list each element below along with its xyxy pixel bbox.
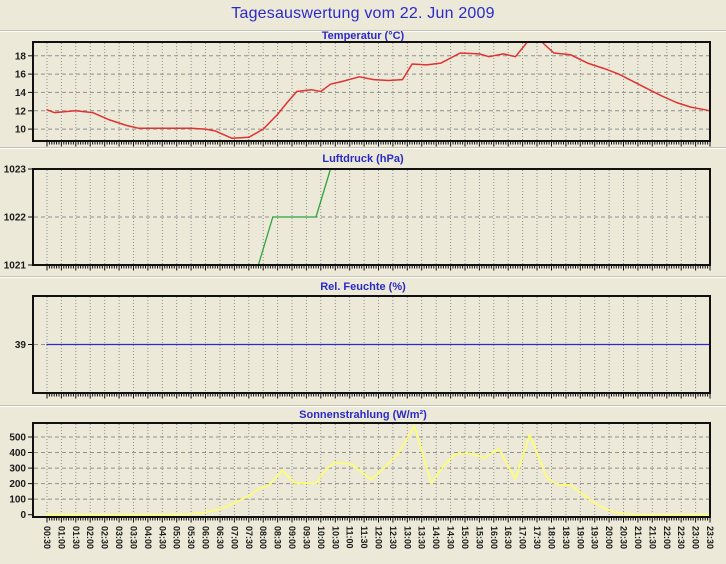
svg-text:17:30: 17:30 [532,526,542,549]
pressure-gridlines [34,170,711,264]
temperature-frame [32,41,711,142]
svg-text:01:30: 01:30 [71,526,81,549]
pressure-y-labels: 1021 1022 1023 [4,165,32,272]
svg-text:19:00: 19:00 [575,526,585,549]
svg-text:09:30: 09:30 [301,526,311,549]
page-title: Tagesauswertung vom 22. Jun 2009 [231,5,495,22]
humidity-x-ticks [46,394,711,399]
svg-text:05:30: 05:30 [186,526,196,549]
temperature-x-ticks [46,142,711,147]
svg-text:16: 16 [15,70,27,81]
svg-text:14: 14 [15,88,27,99]
svg-text:18: 18 [15,51,27,62]
svg-text:13:30: 13:30 [417,526,427,549]
chart-title-solar-radiation: Sonnenstrahlung (W/m²) [299,409,427,421]
svg-text:09:00: 09:00 [287,526,297,549]
humidity-gridlines [34,297,711,392]
svg-text:08:30: 08:30 [273,526,283,549]
svg-text:13:00: 13:00 [402,526,412,549]
pressure-line [46,168,711,266]
svg-text:300: 300 [9,464,26,475]
svg-text:04:30: 04:30 [157,526,167,549]
pressure-frame [32,168,711,266]
svg-text:18:30: 18:30 [561,526,571,549]
svg-text:12: 12 [15,106,27,117]
section-separator [0,276,726,278]
svg-text:07:30: 07:30 [244,526,254,549]
svg-text:21:00: 21:00 [633,526,643,549]
svg-text:22:00: 22:00 [662,526,672,549]
temperature-y-labels: 10 12 14 16 18 [15,51,32,136]
svg-text:03:30: 03:30 [129,526,139,549]
chart-title-humidity: Rel. Feuchte (%) [320,281,406,293]
humidity-y-labels: 39 [15,340,32,351]
svg-text:02:30: 02:30 [100,526,110,549]
time-axis-labels: 00:30 01:00 01:30 02:00 02:30 03:00 03:30 04:00… [42,526,715,549]
svg-text:17:00: 17:00 [518,526,528,549]
svg-text:200: 200 [9,479,26,490]
section-separator [0,30,726,32]
solar-radiation-x-ticks [46,518,711,523]
chart-title-pressure: Luftdruck (hPa) [322,153,404,165]
svg-text:21:30: 21:30 [647,526,657,549]
svg-text:1023: 1023 [4,165,27,176]
svg-text:16:00: 16:00 [489,526,499,549]
svg-text:08:00: 08:00 [258,526,268,549]
solar-radiation-line [46,425,711,516]
svg-text:18:00: 18:00 [547,526,557,549]
svg-text:1022: 1022 [4,213,27,224]
svg-text:02:00: 02:00 [85,526,95,549]
solar-radiation-gridlines [34,424,711,516]
svg-text:11:00: 11:00 [345,526,355,549]
svg-text:06:30: 06:30 [215,526,225,549]
svg-text:03:00: 03:00 [114,526,124,549]
svg-text:10:00: 10:00 [316,526,326,549]
section-separator [0,147,726,149]
svg-text:39: 39 [15,340,27,351]
svg-text:06:00: 06:00 [201,526,211,549]
svg-text:10: 10 [15,125,27,136]
svg-text:0: 0 [20,510,26,521]
svg-text:22:30: 22:30 [676,526,686,549]
svg-text:1021: 1021 [4,261,27,272]
chart-title-temperature: Temperatur (°C) [321,30,405,42]
svg-text:100: 100 [9,495,26,506]
svg-text:10:30: 10:30 [330,526,340,549]
temperature-line [46,41,711,140]
svg-text:11:30: 11:30 [359,526,369,549]
svg-text:19:30: 19:30 [590,526,600,549]
svg-text:16:30: 16:30 [503,526,513,549]
svg-text:04:00: 04:00 [143,526,153,549]
svg-text:500: 500 [9,433,26,444]
svg-text:400: 400 [9,448,26,459]
svg-text:07:00: 07:00 [229,526,239,549]
svg-text:14:30: 14:30 [446,526,456,549]
svg-text:00:30: 00:30 [42,526,52,549]
pressure-x-ticks [46,266,711,271]
svg-text:01:00: 01:00 [56,526,66,549]
section-separator [0,405,726,407]
svg-text:20:00: 20:00 [604,526,614,549]
solar-radiation-frame [32,422,711,518]
svg-text:05:00: 05:00 [172,526,182,549]
temperature-gridlines [34,43,711,140]
svg-text:12:30: 12:30 [388,526,398,549]
humidity-frame [32,295,711,394]
svg-text:20:30: 20:30 [619,526,629,549]
svg-text:23:30: 23:30 [705,526,715,549]
svg-text:14:00: 14:00 [431,526,441,549]
svg-text:12:00: 12:00 [374,526,384,549]
svg-text:23:00: 23:00 [691,526,701,549]
svg-text:15:30: 15:30 [474,526,484,549]
svg-text:15:00: 15:00 [460,526,470,549]
solar-radiation-y-labels: 0 100 200 300 400 500 [9,433,32,521]
